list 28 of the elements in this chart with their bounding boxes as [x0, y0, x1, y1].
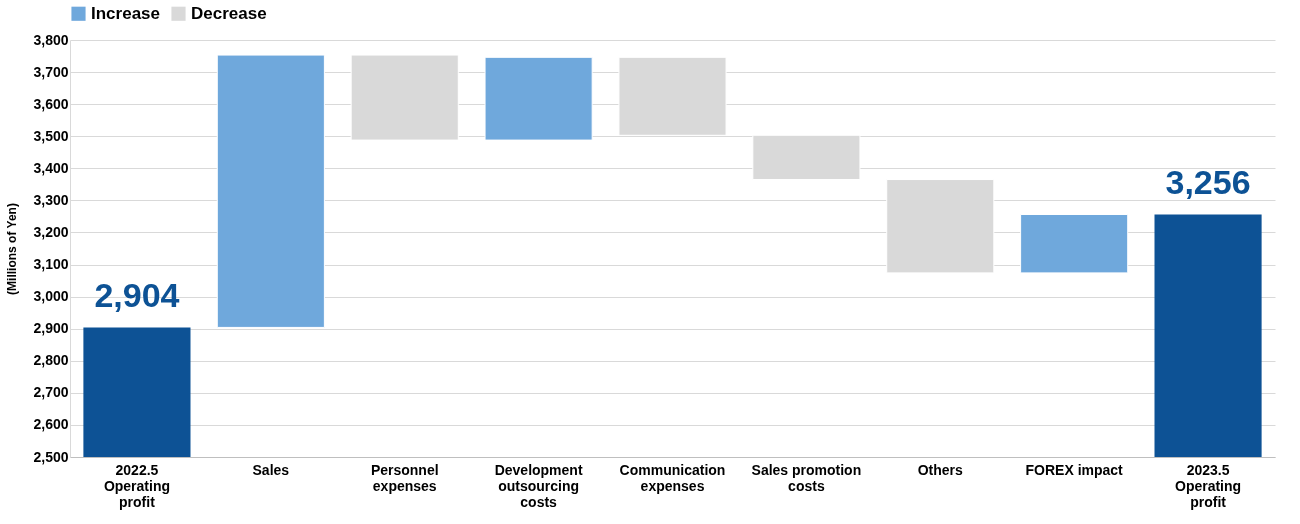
x-tick-label: 2023.5 Operating profit: [1174, 461, 1242, 510]
y-tick-label: 2,600: [33, 416, 69, 433]
y-tick-label: 2,900: [33, 320, 69, 337]
legend-label: Increase: [91, 3, 160, 23]
y-axis-title: (Millions of Yen): [5, 203, 20, 295]
data-label: 2,904: [94, 276, 180, 315]
x-tick-label: Sales: [252, 461, 290, 478]
x-tick-label: Communication expenses: [619, 461, 726, 494]
y-tick-label: 3,300: [33, 191, 69, 208]
legend-label: Decrease: [191, 3, 267, 23]
y-tick-label: 3,800: [33, 31, 69, 48]
x-tick-label: FOREX impact: [1025, 461, 1124, 478]
data-label: 3,256: [1165, 163, 1251, 202]
y-tick-label: 2,800: [33, 352, 69, 369]
x-tick-label: Personnel expenses: [370, 461, 439, 494]
x-tick-label: Sales promotion costs: [751, 461, 862, 494]
y-tick-label: 3,000: [33, 288, 69, 305]
x-tick-label: 2022.5 Operating profit: [103, 461, 171, 510]
x-tick-label: Others: [917, 461, 964, 478]
y-tick-label: 3,200: [33, 223, 69, 240]
x-tick-label: Development outsourcing costs: [494, 461, 583, 510]
y-tick-label: 2,500: [33, 448, 69, 465]
y-tick-label: 2,700: [33, 384, 69, 401]
y-tick-label: 3,100: [33, 256, 69, 273]
y-tick-label: 3,400: [33, 159, 69, 176]
y-tick-label: 3,600: [33, 95, 69, 112]
y-tick-label: 3,700: [33, 63, 69, 80]
y-tick-label: 3,500: [33, 127, 69, 144]
